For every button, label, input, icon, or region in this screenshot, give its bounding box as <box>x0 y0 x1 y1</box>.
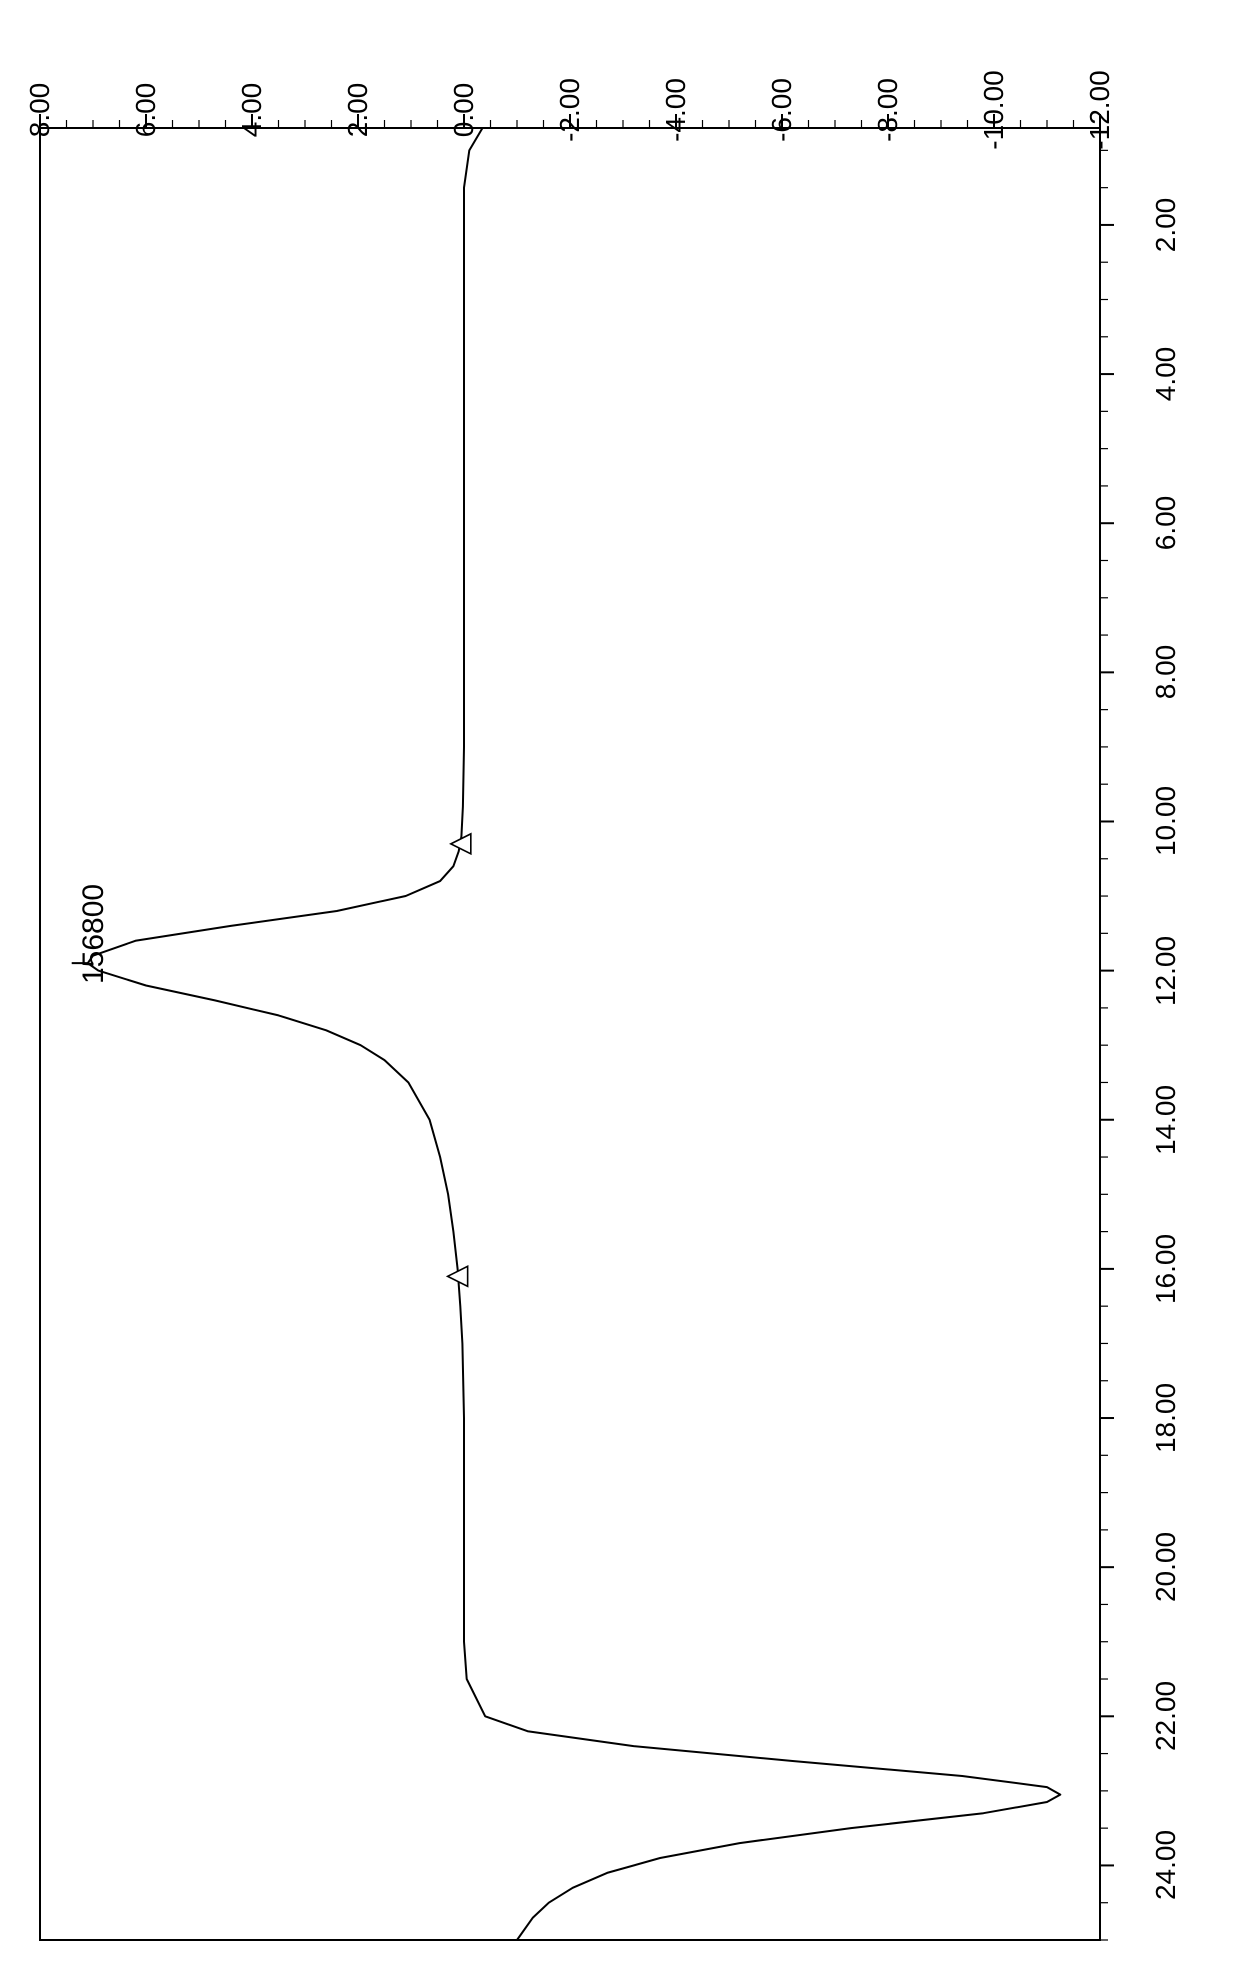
x-tick-label: 4.00 <box>1116 324 1216 424</box>
x-tick-label: 12.00 <box>1116 921 1216 1021</box>
x-tick-label: 8.00 <box>1116 622 1216 722</box>
y-tick-label: -6.00 <box>722 50 842 170</box>
y-tick-label: 6.00 <box>86 50 206 170</box>
y-tick-label: -12.00 <box>1040 50 1160 170</box>
y-tick-label: 4.00 <box>192 50 312 170</box>
x-tick-label: 14.00 <box>1116 1070 1216 1170</box>
x-tick-label: 24.00 <box>1116 1815 1216 1915</box>
x-tick-label: 2.00 <box>1116 175 1216 275</box>
y-tick-label: -8.00 <box>828 50 948 170</box>
peak-value-label: 156800 <box>77 884 111 984</box>
x-tick-label: 6.00 <box>1116 473 1216 573</box>
y-tick-label: -2.00 <box>510 50 630 170</box>
y-tick-label: -4.00 <box>616 50 736 170</box>
chromatogram-chart: 时间（分钟） 156800 -12.00-10.00-8.00-6.00-4.0… <box>0 0 1240 1974</box>
y-tick-label: 8.00 <box>0 50 100 170</box>
x-tick-label: 22.00 <box>1116 1666 1216 1766</box>
x-tick-label: 16.00 <box>1116 1219 1216 1319</box>
plot-svg <box>0 0 1240 1974</box>
x-tick-label: 10.00 <box>1116 771 1216 871</box>
x-tick-label: 18.00 <box>1116 1368 1216 1468</box>
y-tick-label: -10.00 <box>934 50 1054 170</box>
x-tick-label: 20.00 <box>1116 1517 1216 1617</box>
y-tick-label: 2.00 <box>298 50 418 170</box>
y-tick-label: 0.00 <box>404 50 524 170</box>
